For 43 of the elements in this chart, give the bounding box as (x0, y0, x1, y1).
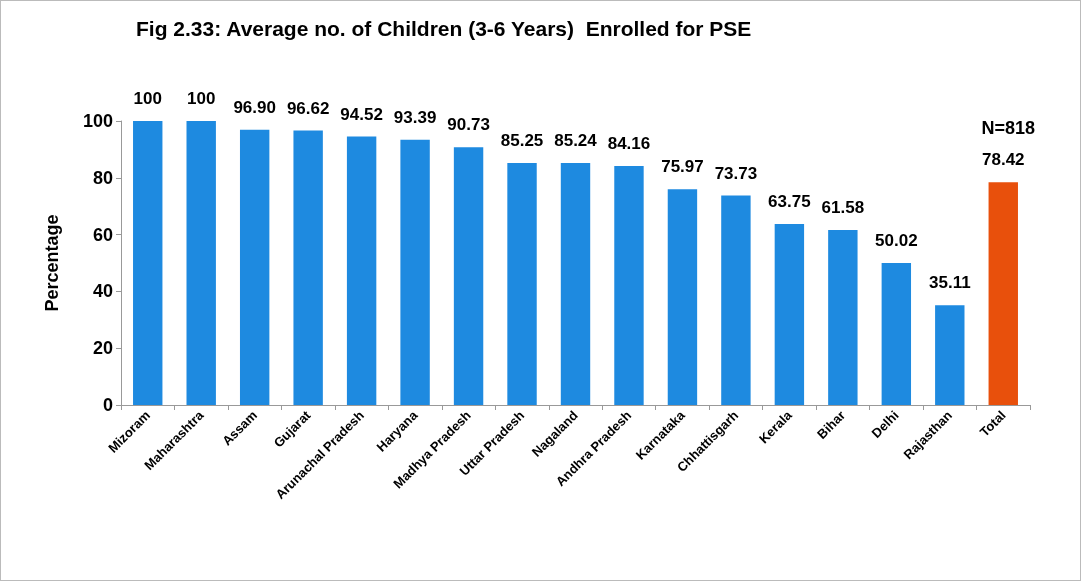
bar (560, 162, 591, 405)
bar (186, 121, 216, 405)
data-label: 90.73 (447, 115, 490, 135)
annotation: N=818 (981, 118, 1035, 138)
y-tick-label: 100 (82, 111, 113, 131)
data-label: 50.02 (875, 230, 918, 250)
y-tick-label: 20 (92, 338, 113, 359)
bar (721, 195, 751, 405)
bar (881, 262, 912, 405)
data-label: 85.25 (500, 130, 544, 150)
data-label: 93.39 (393, 107, 437, 127)
data-label: 84.16 (607, 133, 651, 153)
data-label: 75.97 (661, 157, 704, 177)
bar (133, 121, 163, 405)
y-tick-label: 0 (102, 395, 113, 415)
data-label: 63.75 (768, 191, 811, 211)
y-axis-title: Percentage (42, 214, 62, 312)
data-label: 73.73 (714, 163, 758, 183)
data-label: 94.52 (340, 104, 383, 124)
data-label: 35.11 (928, 273, 971, 293)
bar (774, 223, 805, 405)
bar (293, 130, 323, 405)
bar (239, 129, 270, 405)
data-label: 100 (187, 89, 216, 108)
data-label: 85.24 (554, 130, 598, 150)
bar (828, 230, 858, 405)
bar (614, 165, 644, 405)
bar (507, 162, 537, 405)
bar (988, 182, 1018, 405)
bar (346, 136, 377, 405)
bar (400, 139, 430, 405)
y-tick-label: 80 (92, 167, 113, 188)
data-label: 100 (133, 89, 162, 108)
bar (453, 147, 484, 405)
bar (667, 189, 698, 405)
data-label: 96.62 (286, 98, 330, 118)
data-label: 61.58 (821, 198, 865, 218)
data-label: 96.90 (233, 97, 276, 117)
data-label: 78.42 (981, 150, 1025, 170)
chart-title: Fig 2.33: Average no. of Children (3-6 Years) Enrolled for PSE (136, 17, 752, 40)
y-tick-label: 40 (92, 281, 113, 302)
bar (935, 305, 965, 405)
y-tick-label: 60 (92, 224, 113, 245)
